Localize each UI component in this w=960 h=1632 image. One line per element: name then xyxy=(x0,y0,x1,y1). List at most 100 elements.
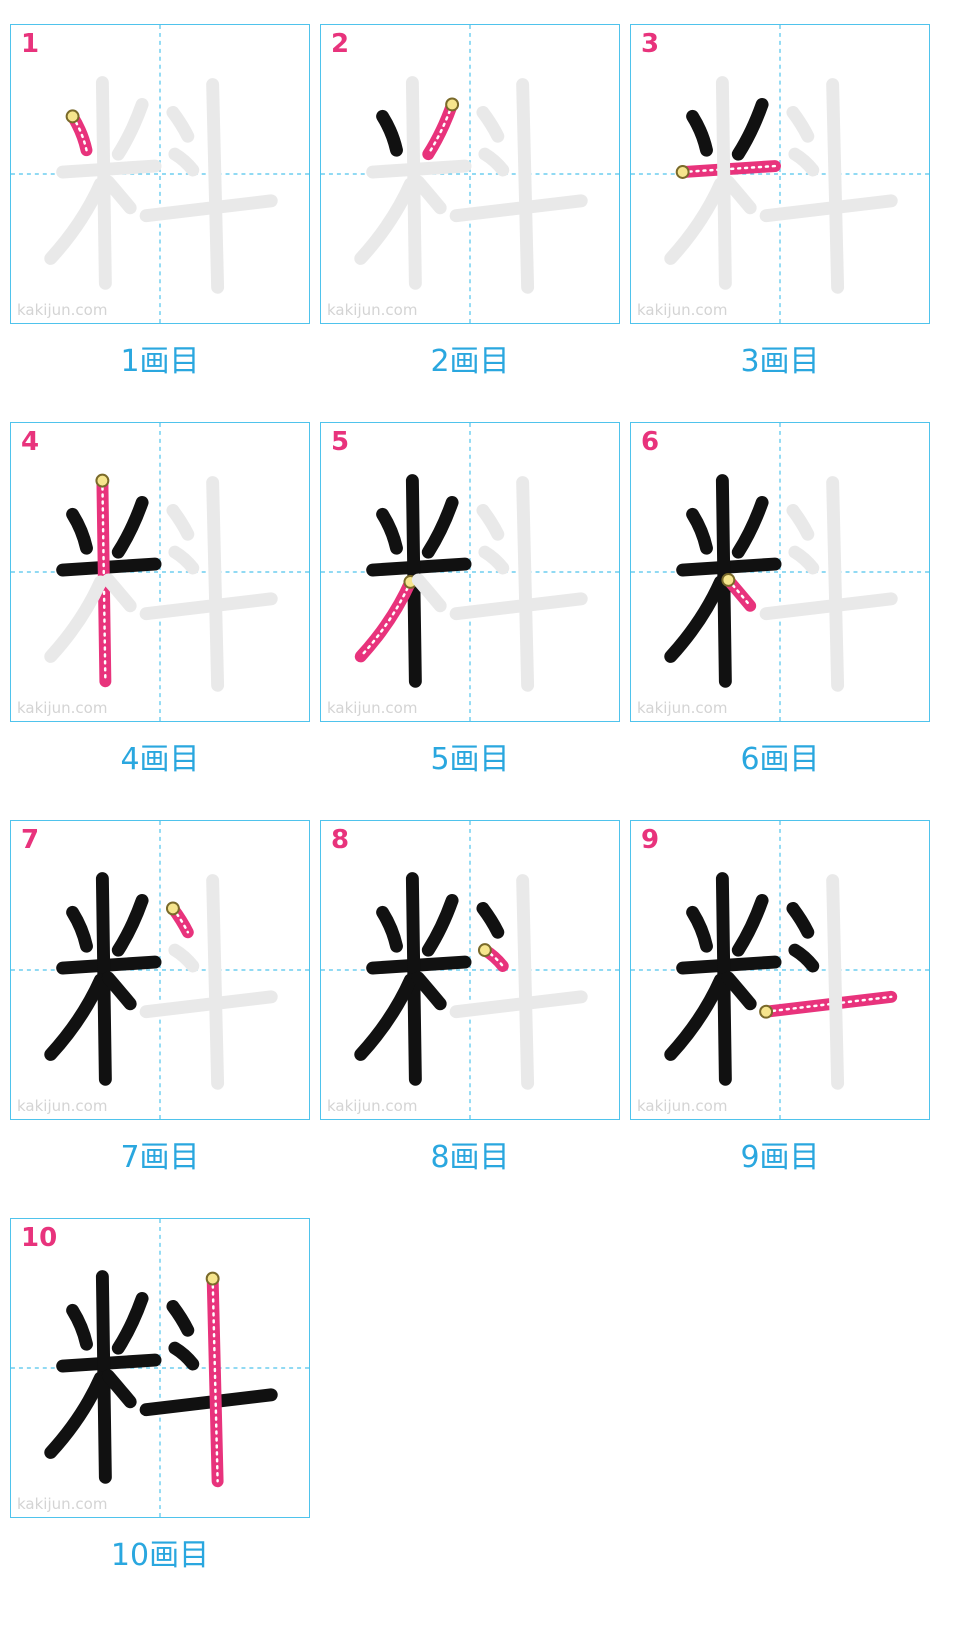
stroke-dotted-center xyxy=(681,164,777,174)
character-canvas xyxy=(321,821,619,1119)
done-stroke xyxy=(66,905,93,953)
panel-number: 6 xyxy=(641,427,660,457)
stroke-dotted-center xyxy=(359,580,412,658)
done-stroke xyxy=(101,971,137,1011)
stroke-start-dot-icon xyxy=(477,943,492,958)
done-stroke xyxy=(66,1303,93,1351)
stroke-panel-8: 8 kakijun.com xyxy=(320,820,620,1120)
stroke-panel-6: 6 kakijun.com xyxy=(630,422,930,722)
ghost-stroke xyxy=(139,194,278,223)
stroke-panel-9: 9 kakijun.com xyxy=(630,820,930,1120)
done-stroke xyxy=(686,905,713,953)
done-stroke xyxy=(376,507,403,555)
character-canvas xyxy=(631,423,929,721)
ghost-stroke xyxy=(516,476,535,692)
done-stroke xyxy=(111,894,149,957)
ghost-stroke xyxy=(111,98,149,161)
ghost-stroke xyxy=(206,476,225,692)
stroke-caption: 6画目 xyxy=(740,742,820,777)
ghost-stroke xyxy=(664,177,727,265)
stroke-panel-4: 4 kakijun.com xyxy=(10,422,310,722)
done-stroke xyxy=(731,98,769,161)
done-stroke xyxy=(111,496,149,559)
stroke-panel-5: 5 kakijun.com xyxy=(320,422,620,722)
done-stroke xyxy=(731,496,769,559)
stroke-start-dot-icon xyxy=(165,901,180,916)
stroke-caption: 10画目 xyxy=(110,1538,210,1573)
ghost-stroke xyxy=(759,194,898,223)
done-stroke xyxy=(421,894,459,957)
panel-number: 4 xyxy=(21,427,40,457)
watermark: kakijun.com xyxy=(327,699,418,717)
stroke-dotted-center xyxy=(427,103,454,156)
done-stroke xyxy=(664,575,727,663)
done-stroke xyxy=(111,1292,149,1355)
character-canvas xyxy=(321,25,619,323)
character-canvas xyxy=(321,423,619,721)
ghost-stroke xyxy=(476,105,505,143)
ghost-stroke xyxy=(478,545,510,575)
watermark: kakijun.com xyxy=(327,301,418,319)
ghost-stroke xyxy=(826,78,845,294)
ghost-stroke xyxy=(786,503,815,541)
ghost-stroke xyxy=(788,147,820,177)
ghost-stroke xyxy=(206,78,225,294)
watermark: kakijun.com xyxy=(327,1097,418,1115)
watermark: kakijun.com xyxy=(17,699,108,717)
panel-number: 1 xyxy=(21,29,40,59)
stroke-dotted-center xyxy=(764,995,893,1013)
ghost-stroke xyxy=(478,147,510,177)
ghost-stroke xyxy=(206,874,225,1090)
done-stroke xyxy=(721,971,757,1011)
character-canvas xyxy=(11,25,309,323)
panel-number: 3 xyxy=(641,29,660,59)
ghost-stroke xyxy=(166,105,195,143)
stroke-start-dot-icon xyxy=(675,165,690,179)
character-canvas xyxy=(11,821,309,1119)
ghost-stroke xyxy=(101,573,137,613)
panel-number: 5 xyxy=(331,427,350,457)
ghost-stroke xyxy=(44,575,107,663)
ghost-stroke xyxy=(139,592,278,621)
done-stroke xyxy=(376,109,403,157)
done-stroke xyxy=(44,973,107,1061)
ghost-stroke xyxy=(354,177,417,265)
stroke-caption: 2画目 xyxy=(430,344,510,379)
ghost-stroke xyxy=(449,592,588,621)
done-stroke xyxy=(168,1341,200,1371)
done-stroke xyxy=(421,496,459,559)
stroke-dotted-center xyxy=(211,1277,219,1483)
stroke-start-dot-icon xyxy=(205,1271,220,1286)
stroke-panel-1: 1 kakijun.com xyxy=(10,24,310,324)
done-stroke xyxy=(376,905,403,953)
watermark: kakijun.com xyxy=(637,301,728,319)
ghost-stroke xyxy=(101,175,137,215)
watermark: kakijun.com xyxy=(17,301,108,319)
character-canvas xyxy=(631,821,929,1119)
watermark: kakijun.com xyxy=(17,1495,108,1513)
character-canvas xyxy=(11,1219,309,1517)
stroke-start-dot-icon xyxy=(445,97,460,112)
done-stroke xyxy=(788,943,820,973)
character-canvas xyxy=(11,423,309,721)
stroke-start-dot-icon xyxy=(95,473,110,488)
stroke-caption: 1画目 xyxy=(120,344,200,379)
ghost-stroke xyxy=(788,545,820,575)
current-stroke xyxy=(354,575,417,663)
done-stroke xyxy=(166,1299,195,1337)
ghost-stroke xyxy=(759,592,898,621)
done-stroke xyxy=(354,973,417,1061)
ghost-stroke xyxy=(826,476,845,692)
stroke-caption: 7画目 xyxy=(120,1140,200,1175)
stroke-caption: 4画目 xyxy=(120,742,200,777)
stroke-caption: 9画目 xyxy=(740,1140,820,1175)
watermark: kakijun.com xyxy=(637,699,728,717)
done-stroke xyxy=(476,901,505,939)
watermark: kakijun.com xyxy=(637,1097,728,1115)
done-stroke xyxy=(44,1371,107,1459)
ghost-stroke xyxy=(449,194,588,223)
ghost-stroke xyxy=(411,175,447,215)
panel-number: 2 xyxy=(331,29,350,59)
ghost-stroke xyxy=(44,177,107,265)
ghost-stroke xyxy=(476,503,505,541)
